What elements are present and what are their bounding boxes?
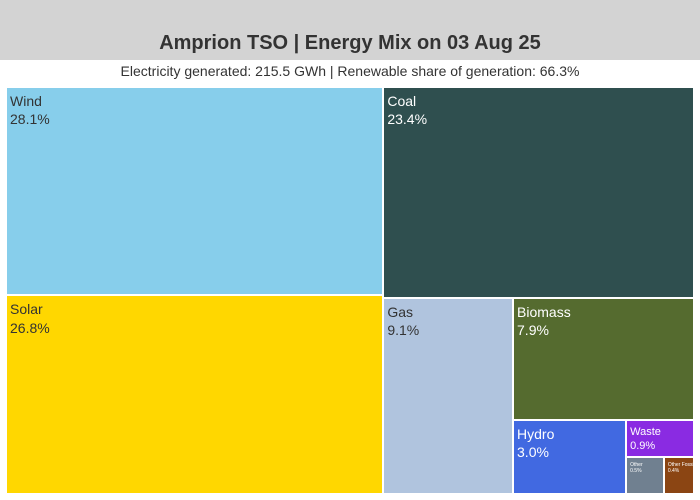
chart-title: Amprion TSO | Energy Mix on 03 Aug 25 bbox=[159, 32, 541, 54]
tile-share: 0.4% bbox=[667, 468, 680, 475]
tile-label: Biomass 7.9% bbox=[517, 303, 571, 339]
chart-subtitle: Electricity generated: 215.5 GWh | Renew… bbox=[120, 63, 580, 79]
treemap-plot: Wind 28.1% Solar 26.8% Coal 23.4% Gas 9.1% Bioma… bbox=[6, 87, 694, 494]
tile-name: Other Fossil bbox=[667, 461, 694, 468]
tile-label: Wind 28.1% bbox=[10, 92, 50, 128]
tile-wind: Wind 28.1% bbox=[6, 87, 384, 296]
header-band bbox=[0, 0, 700, 60]
tile-name: Waste bbox=[630, 425, 661, 438]
tile-other-fossil: Other Fossil 0.4% bbox=[663, 456, 694, 494]
tile-share: 7.9% bbox=[517, 321, 549, 338]
tile-name: Hydro bbox=[517, 425, 555, 442]
tile-hydro: Hydro 3.0% bbox=[513, 419, 627, 494]
tile-name: Gas bbox=[387, 303, 414, 320]
tile-label: Solar 26.8% bbox=[10, 300, 50, 336]
tile-share: 0.9% bbox=[630, 440, 656, 453]
tile-label: Hydro 3.0% bbox=[517, 425, 554, 461]
tile-waste: Waste 0.9% bbox=[626, 419, 694, 457]
tile-share: 9.1% bbox=[387, 321, 420, 338]
tile-share: 26.8% bbox=[10, 319, 50, 336]
tile-share: 0.5% bbox=[630, 468, 642, 475]
tile-share: 23.4% bbox=[387, 111, 428, 128]
tile-share: 3.0% bbox=[517, 443, 549, 460]
tile-name: Solar bbox=[10, 301, 43, 318]
tile-solar: Solar 26.8% bbox=[6, 295, 384, 494]
tile-name: Other bbox=[630, 461, 643, 468]
tile-label: Gas 9.1% bbox=[387, 303, 419, 339]
tile-gas: Gas 9.1% bbox=[383, 297, 513, 494]
tile-name: Wind bbox=[10, 93, 42, 109]
tile-other: Other 0.5% bbox=[626, 456, 664, 494]
tile-biomass: Biomass 7.9% bbox=[513, 297, 694, 420]
tile-share: 28.1% bbox=[10, 111, 50, 128]
tile-label: Other 0.5% bbox=[630, 462, 643, 475]
tile-label: Waste 0.9% bbox=[630, 425, 661, 454]
tile-label: Coal 23.4% bbox=[387, 92, 427, 128]
tile-coal: Coal 23.4% bbox=[383, 87, 694, 298]
tile-name: Biomass bbox=[517, 303, 571, 320]
tile-name: Coal bbox=[387, 93, 417, 109]
tile-label: Other Fossil 0.4% bbox=[667, 461, 694, 475]
